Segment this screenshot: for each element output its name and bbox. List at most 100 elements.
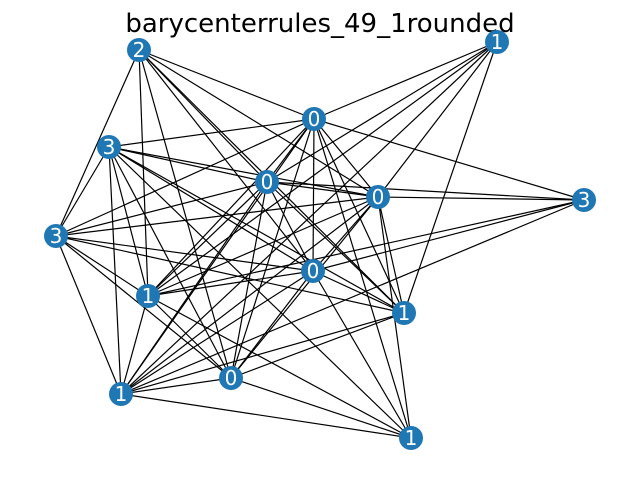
edge-n6-n8	[312, 199, 585, 272]
edge-n4-n6	[266, 181, 585, 201]
edge-n2-n3	[108, 118, 315, 148]
node-label: 3	[50, 224, 63, 248]
edge-n7-n10	[55, 235, 405, 314]
edge-n4-n7	[55, 181, 268, 237]
edge-n9-n11	[147, 295, 232, 379]
node-label: 2	[133, 38, 146, 62]
node-n13: 1	[399, 426, 423, 450]
edge-n3-n4	[108, 146, 268, 183]
edge-n3-n11	[108, 146, 232, 379]
edge-n7-n9	[55, 235, 149, 297]
edge-n1-n12	[120, 41, 498, 395]
edge-n8-n10	[312, 270, 405, 314]
node-label: 1	[115, 382, 128, 406]
node-circle	[302, 107, 326, 131]
node-label: 0	[225, 366, 238, 390]
node-label: 1	[491, 30, 504, 54]
edge-n5-n12	[120, 196, 379, 395]
node-circle	[44, 224, 68, 248]
edge-layer	[55, 41, 585, 439]
edge-n2-n9	[147, 118, 315, 297]
edge-n7-n12	[55, 235, 122, 395]
edge-n3-n12	[108, 146, 122, 395]
edge-n8-n12	[120, 270, 314, 395]
edge-n3-n9	[108, 146, 149, 297]
edge-n0-n9	[138, 49, 149, 297]
edge-n2-n11	[230, 118, 315, 379]
edge-n0-n7	[55, 49, 140, 237]
edge-n5-n7	[55, 196, 379, 237]
node-circle	[255, 170, 279, 194]
edge-n6-n12	[120, 199, 585, 395]
node-circle	[127, 38, 151, 62]
node-label: 0	[307, 259, 320, 283]
edge-n2-n7	[55, 118, 315, 237]
edge-n8-n11	[230, 270, 314, 379]
edge-n9-n12	[120, 295, 149, 395]
edge-n2-n6	[313, 118, 585, 201]
edge-n12-n13	[120, 393, 412, 439]
node-circle	[301, 259, 325, 283]
edge-n10-n12	[120, 312, 405, 395]
node-circle	[399, 426, 423, 450]
edge-n3-n10	[108, 146, 405, 314]
node-label: 1	[398, 301, 411, 325]
node-n7: 3	[44, 224, 68, 248]
node-label: 0	[261, 170, 274, 194]
edge-n1-n5	[377, 41, 498, 198]
node-circle	[392, 301, 416, 325]
edge-n5-n8	[312, 196, 379, 272]
edge-n4-n10	[266, 181, 405, 314]
node-label: 3	[103, 135, 116, 159]
node-n0: 2	[127, 38, 151, 62]
node-circle	[97, 135, 121, 159]
node-n6: 3	[572, 188, 596, 212]
edge-n10-n11	[230, 312, 405, 379]
node-n3: 3	[97, 135, 121, 159]
edge-n1-n2	[313, 41, 498, 120]
edge-n0-n8	[138, 49, 314, 272]
edge-n8-n13	[312, 270, 412, 439]
node-circle	[485, 30, 509, 54]
node-n8: 0	[301, 259, 325, 283]
node-n10: 1	[392, 301, 416, 325]
edge-n5-n11	[230, 196, 379, 379]
edge-n2-n5	[313, 118, 379, 198]
edge-n3-n5	[108, 146, 379, 198]
node-n4: 0	[255, 170, 279, 194]
node-circle	[136, 284, 160, 308]
edge-n3-n13	[108, 146, 412, 439]
node-n1: 1	[485, 30, 509, 54]
node-label: 1	[142, 284, 155, 308]
edge-n4-n12	[120, 181, 268, 395]
edge-n0-n11	[138, 49, 232, 379]
edge-n5-n6	[377, 196, 585, 201]
node-label: 0	[308, 107, 321, 131]
node-n5: 0	[366, 185, 390, 209]
edge-n3-n8	[108, 146, 314, 272]
edge-n5-n9	[147, 196, 379, 297]
edge-n5-n10	[377, 196, 405, 314]
node-circle	[572, 188, 596, 212]
edge-n4-n5	[266, 181, 379, 198]
edge-n9-n13	[147, 295, 412, 439]
node-n2: 0	[302, 107, 326, 131]
node-label: 1	[405, 426, 418, 450]
edge-n2-n13	[313, 118, 412, 439]
node-circle	[366, 185, 390, 209]
edge-n7-n8	[55, 235, 314, 272]
node-n12: 1	[109, 382, 133, 406]
graph-title: barycenterrules_49_1rounded	[125, 9, 514, 39]
node-label: 3	[578, 188, 591, 212]
node-n11: 0	[219, 366, 243, 390]
edge-n11-n13	[230, 377, 412, 439]
edge-n1-n10	[403, 41, 498, 314]
edge-n6-n9	[147, 199, 585, 297]
edge-n2-n8	[312, 118, 315, 272]
node-circle	[109, 382, 133, 406]
edge-n0-n2	[138, 49, 315, 120]
edge-n4-n8	[266, 181, 314, 272]
edge-n11-n12	[120, 377, 232, 395]
